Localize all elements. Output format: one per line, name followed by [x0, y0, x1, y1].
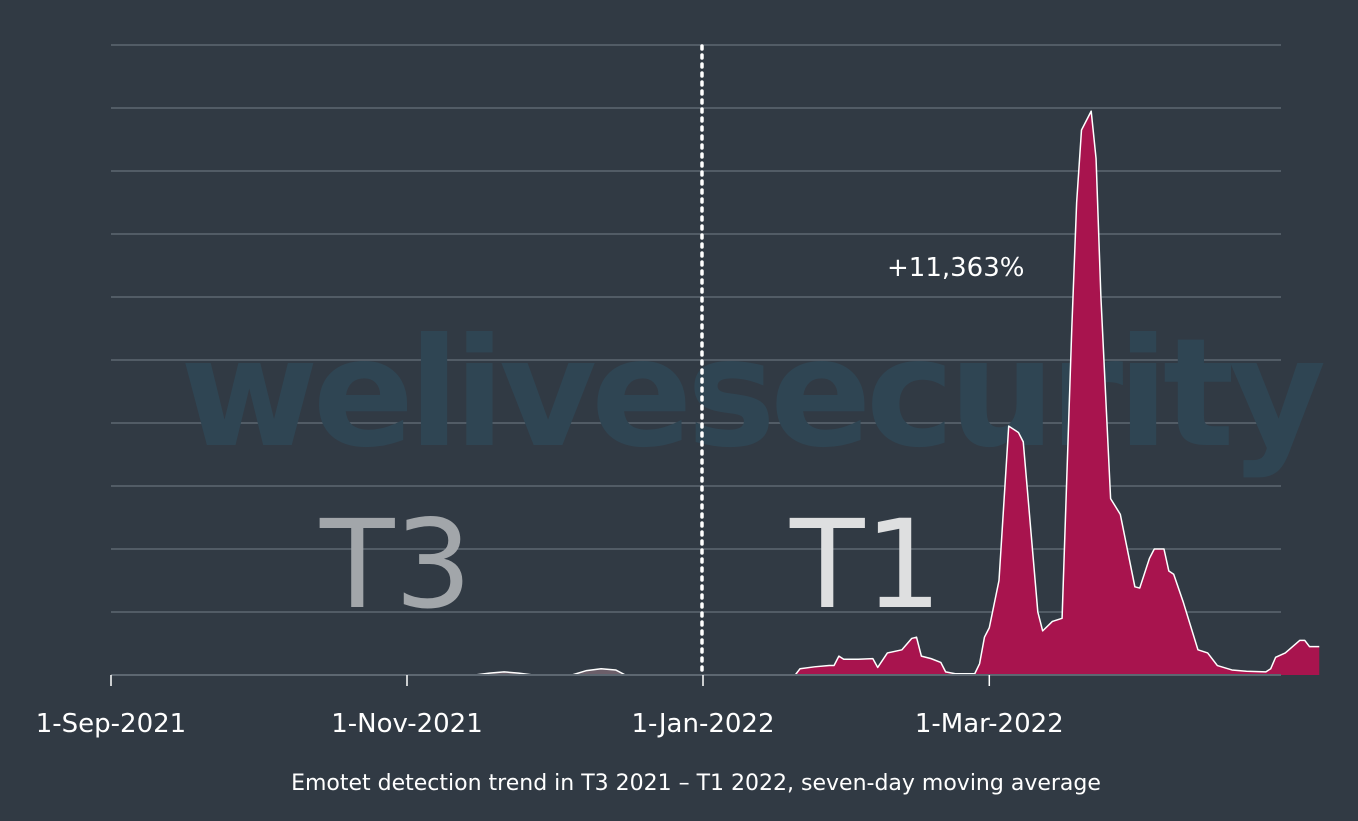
period-label-t1: T1 — [789, 494, 942, 636]
x-tick-label: 1-Nov-2021 — [331, 709, 483, 739]
growth-annotation: +11,363% — [887, 253, 1024, 283]
chart-caption: Emotet detection trend in T3 2021 – T1 2… — [291, 771, 1101, 796]
x-tick-label: 1-Mar-2022 — [915, 709, 1064, 739]
series-area-ghost — [111, 668, 626, 675]
series-layer — [111, 110, 1320, 676]
watermark: welivesecurity — [180, 307, 1324, 481]
gridlines — [111, 44, 1281, 676]
x-axis: 1-Sep-2021 1-Nov-2021 1-Jan-2022 1-Mar-2022 — [36, 674, 1281, 739]
period-labels: T3 T1 — [319, 494, 942, 636]
period-label-t3: T3 — [319, 494, 472, 636]
x-tick-label: 1-Jan-2022 — [632, 709, 775, 739]
series-line-0 — [111, 110, 1320, 676]
x-tick-label: 1-Sep-2021 — [36, 709, 186, 739]
